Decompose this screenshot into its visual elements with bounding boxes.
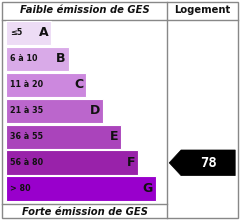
Bar — [6, 125, 121, 149]
Bar — [6, 47, 69, 71]
Bar — [6, 176, 156, 201]
Bar — [6, 150, 138, 175]
Text: 11 à 20: 11 à 20 — [10, 81, 43, 89]
Text: 6 à 10: 6 à 10 — [10, 55, 38, 63]
Text: Forte émission de GES: Forte émission de GES — [22, 207, 148, 217]
Text: A: A — [39, 26, 48, 40]
Text: 21 à 35: 21 à 35 — [10, 106, 43, 115]
Text: E: E — [109, 130, 118, 143]
Text: > 80: > 80 — [10, 184, 31, 193]
Text: C: C — [74, 78, 83, 92]
Text: Faible émission de GES: Faible émission de GES — [20, 5, 150, 15]
Text: G: G — [143, 182, 153, 195]
Bar — [6, 21, 51, 45]
Text: ≤5: ≤5 — [10, 29, 23, 37]
Text: 78: 78 — [200, 156, 216, 170]
Text: D: D — [90, 104, 101, 117]
Text: Logement: Logement — [174, 5, 230, 15]
Text: F: F — [127, 156, 135, 169]
Bar — [6, 73, 86, 97]
Polygon shape — [169, 150, 235, 176]
Bar — [6, 99, 103, 123]
Text: 56 à 80: 56 à 80 — [10, 158, 43, 167]
Text: 36 à 55: 36 à 55 — [10, 132, 43, 141]
Text: B: B — [56, 52, 66, 66]
